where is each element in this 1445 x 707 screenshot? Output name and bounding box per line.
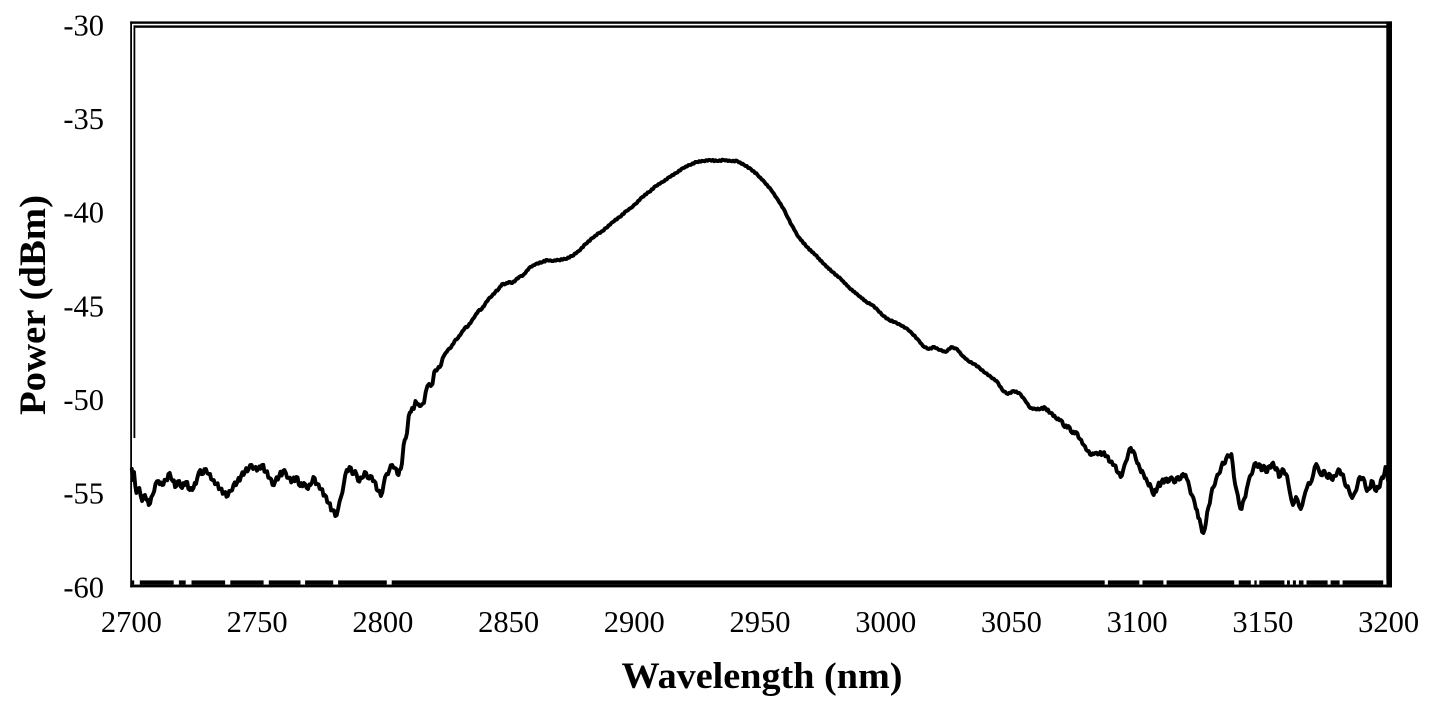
svg-text:2900: 2900 [604, 605, 665, 639]
svg-text:-30: -30 [63, 8, 104, 42]
svg-text:-60: -60 [63, 570, 104, 604]
svg-text:-40: -40 [63, 196, 104, 230]
svg-text:2800: 2800 [352, 605, 413, 639]
svg-text:3100: 3100 [1107, 605, 1168, 639]
svg-text:2700: 2700 [101, 605, 162, 639]
svg-text:2850: 2850 [478, 605, 539, 639]
svg-text:-45: -45 [63, 289, 104, 323]
svg-text:2950: 2950 [730, 605, 791, 639]
svg-text:-50: -50 [63, 383, 104, 417]
svg-text:-55: -55 [63, 477, 104, 511]
svg-text:2750: 2750 [227, 605, 288, 639]
svg-text:3000: 3000 [855, 605, 916, 639]
svg-text:Wavelength (nm): Wavelength (nm) [622, 656, 903, 697]
svg-text:Power (dBm): Power (dBm) [13, 195, 54, 415]
svg-text:3200: 3200 [1358, 605, 1419, 639]
svg-text:3150: 3150 [1232, 605, 1293, 639]
svg-text:3050: 3050 [981, 605, 1042, 639]
svg-text:-35: -35 [63, 102, 104, 136]
